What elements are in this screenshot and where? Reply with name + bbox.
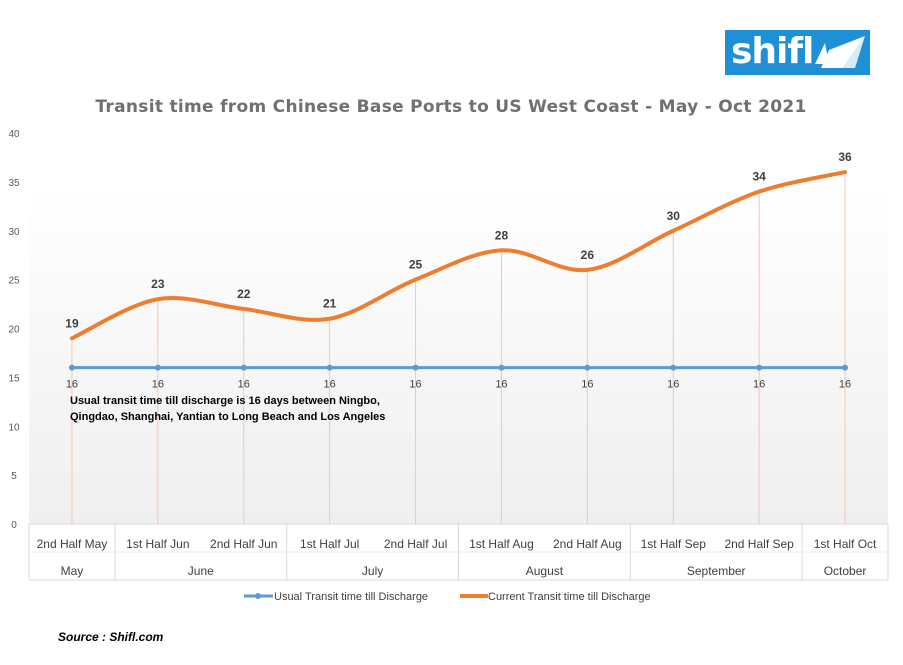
usual-point xyxy=(68,364,75,371)
category-label: 2nd Half May xyxy=(37,537,108,551)
current-data-label: 19 xyxy=(65,316,79,330)
usual-data-label: 16 xyxy=(839,379,851,391)
usual-data-label: 16 xyxy=(753,379,765,391)
category-label: 1st Half Aug xyxy=(469,537,534,551)
logo-text: shifl xyxy=(731,31,814,72)
y-tick-label: 30 xyxy=(8,227,20,238)
group-label: June xyxy=(188,564,214,578)
group-label: July xyxy=(362,564,383,578)
legend-current-label: Current Transit time till Discharge xyxy=(488,591,651,603)
current-data-label: 23 xyxy=(151,277,165,291)
y-tick-label: 0 xyxy=(11,520,17,531)
category-label: 1st Half Jul xyxy=(300,537,359,551)
y-tick-label: 10 xyxy=(8,422,20,433)
usual-point xyxy=(842,364,849,371)
usual-point xyxy=(240,364,247,371)
y-tick-label: 15 xyxy=(8,373,20,384)
usual-point xyxy=(154,364,161,371)
annotation-text: Qingdao, Shanghai, Yantian to Long Beach… xyxy=(70,411,385,423)
usual-point xyxy=(756,364,763,371)
group-label: September xyxy=(687,564,746,578)
shifl-logo: shifl xyxy=(725,30,870,75)
usual-data-label: 16 xyxy=(409,379,421,391)
usual-point xyxy=(670,364,677,371)
usual-data-label: 16 xyxy=(667,379,679,391)
current-data-label: 25 xyxy=(409,258,423,272)
usual-point xyxy=(326,364,333,371)
group-label: May xyxy=(61,564,84,578)
y-tick-label: 25 xyxy=(8,276,20,287)
current-data-label: 36 xyxy=(838,150,852,164)
source-note: Source : Shifl.com xyxy=(58,630,164,644)
category-label: 2nd Half Sep xyxy=(724,537,794,551)
category-label: 1st Half Oct xyxy=(814,537,877,551)
plot-area xyxy=(29,181,888,524)
group-label: August xyxy=(526,564,564,578)
legend-usual-marker xyxy=(255,593,261,599)
y-tick-label: 20 xyxy=(8,325,20,336)
current-data-label: 30 xyxy=(667,209,681,223)
current-data-label: 28 xyxy=(495,228,509,242)
current-data-label: 34 xyxy=(752,170,766,184)
legend-usual-label: Usual Transit time till Discharge xyxy=(274,591,428,603)
group-label: October xyxy=(824,564,867,578)
paper-boat-icon xyxy=(815,36,865,68)
y-tick-label: 40 xyxy=(8,129,20,140)
y-tick-label: 5 xyxy=(11,471,17,482)
usual-data-label: 16 xyxy=(66,379,78,391)
usual-point xyxy=(584,364,591,371)
category-label: 2nd Half Jul xyxy=(384,537,447,551)
usual-data-label: 16 xyxy=(581,379,593,391)
usual-data-label: 16 xyxy=(152,379,164,391)
current-data-label: 22 xyxy=(237,287,251,301)
category-label: 1st Half Jun xyxy=(126,537,189,551)
category-label: 2nd Half Aug xyxy=(553,537,622,551)
current-data-label: 21 xyxy=(323,297,337,311)
category-label: 1st Half Sep xyxy=(641,537,707,551)
usual-point xyxy=(412,364,419,371)
chart-title: Transit time from Chinese Base Ports to … xyxy=(95,97,806,117)
usual-data-label: 16 xyxy=(238,379,250,391)
current-series-line xyxy=(69,170,848,341)
annotation-text: Usual transit time till discharge is 16 … xyxy=(70,395,380,407)
y-tick-label: 35 xyxy=(8,178,20,189)
usual-data-label: 16 xyxy=(495,379,507,391)
usual-data-label: 16 xyxy=(324,379,336,391)
usual-point xyxy=(498,364,505,371)
category-label: 2nd Half Jun xyxy=(210,537,277,551)
current-data-label: 26 xyxy=(581,248,595,262)
